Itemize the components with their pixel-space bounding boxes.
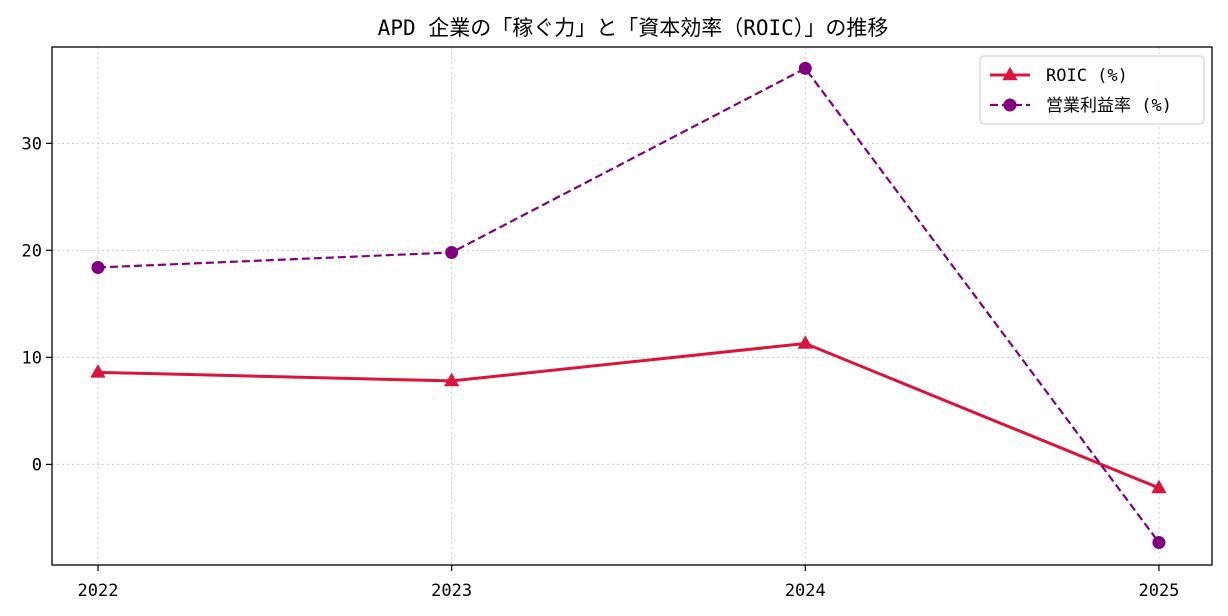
y-tick-label: 30	[22, 134, 42, 154]
y-tick-label: 20	[22, 241, 42, 261]
legend-label: ROIC (%)	[1046, 66, 1128, 86]
series-line	[97, 341, 1160, 490]
x-tick-label: 2023	[431, 581, 472, 601]
chart-title: APD 企業の「稼ぐ力」と「資本効率（ROIC）」の推移	[378, 16, 889, 40]
data-point	[91, 260, 105, 274]
data-point	[797, 335, 813, 349]
data-point	[1152, 536, 1166, 550]
grid	[52, 47, 1212, 565]
data-point	[445, 245, 459, 259]
x-tick-label: 2024	[785, 581, 826, 601]
data-point	[443, 372, 460, 387]
series-line	[97, 67, 1160, 544]
legend-marker	[1003, 98, 1017, 112]
series-layer	[90, 61, 1167, 550]
legend: ROIC (%) 営業利益率 (%)	[979, 55, 1205, 125]
legend-label: 営業利益率 (%)	[1046, 96, 1172, 116]
y-tick-label: 0	[32, 455, 42, 475]
axis-ticks: 2022 2023 2024 2025 0 10 20 30	[22, 134, 1180, 601]
legend-box	[979, 55, 1205, 125]
legend-marker	[1002, 66, 1018, 81]
series-1	[90, 335, 1167, 494]
plot-area-frame	[51, 46, 1213, 566]
data-point	[1151, 479, 1167, 494]
data-point	[90, 364, 106, 378]
x-tick-label: 2022	[77, 581, 118, 601]
legend-item: 営業利益率 (%)	[990, 96, 1172, 116]
x-tick-label: 2025	[1138, 581, 1179, 601]
data-point	[798, 61, 812, 75]
legend-item: ROIC (%)	[990, 66, 1128, 86]
y-tick-label: 10	[22, 348, 42, 368]
series-2	[91, 61, 1166, 550]
